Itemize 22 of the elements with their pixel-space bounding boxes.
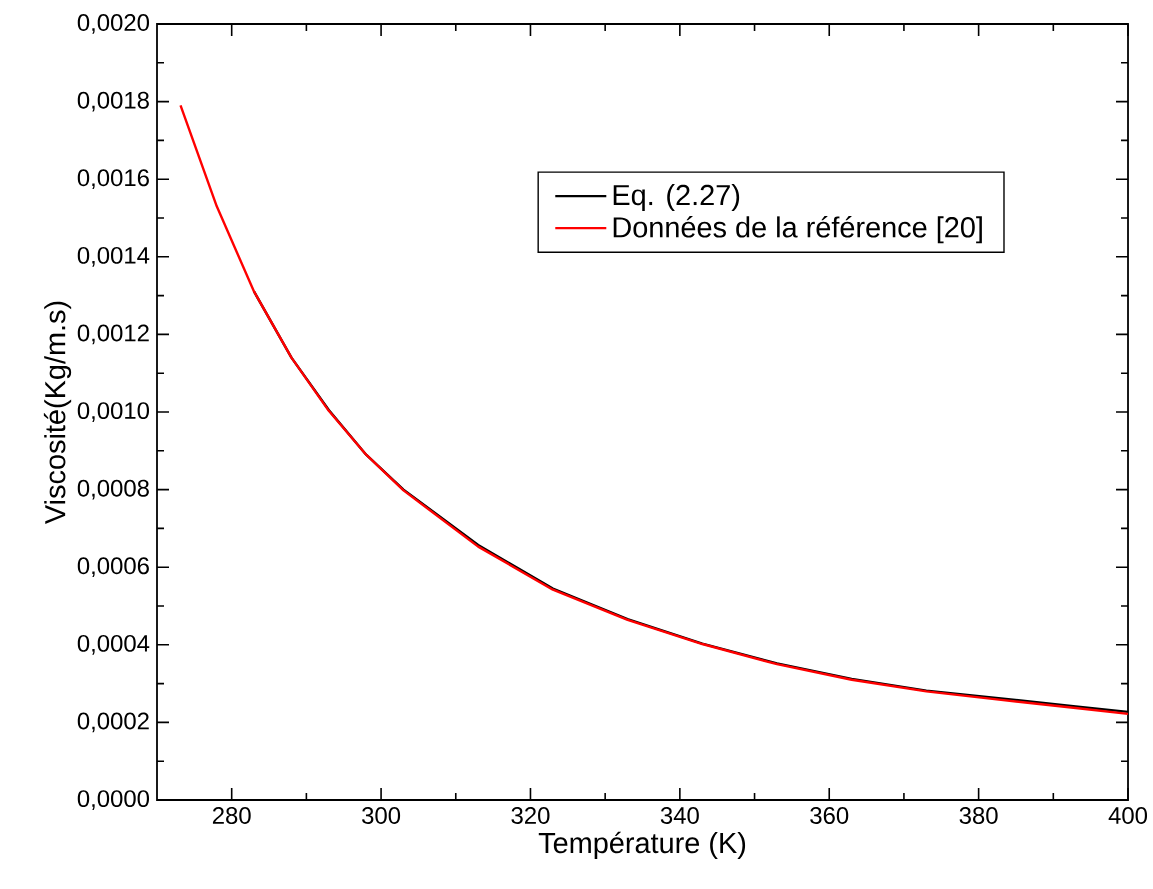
x-tick-label: 380	[959, 807, 998, 824]
y-tick-label: 0,0012	[77, 324, 149, 345]
x-tick-label: 360	[810, 807, 849, 824]
y-tick-label: 0,0016	[77, 169, 149, 190]
x-tick-label: 340	[660, 807, 699, 824]
legend-label: Données de la référence [20]	[613, 216, 982, 244]
y-tick-label: 0,0020	[77, 14, 150, 34]
x-axis-title: Température (K)	[538, 831, 746, 859]
x-tick-label: 400	[1108, 807, 1148, 824]
legend-label: Eq. (2.27)	[613, 184, 740, 212]
y-tick-label: 0,0004	[77, 634, 150, 655]
x-tick-label: 300	[362, 807, 401, 824]
x-tick-label: 320	[511, 807, 550, 824]
y-tick-label: 0,0006	[77, 557, 149, 578]
y-tick-label: 0,0008	[77, 479, 149, 500]
y-tick-label: 0,0000	[77, 790, 150, 810]
y-tick-label: 0,0010	[77, 402, 150, 422]
y-tick-label: 0,0018	[77, 91, 149, 112]
y-tick-label: 0,0002	[77, 712, 149, 733]
x-tick-label: 280	[212, 807, 251, 824]
y-axis-title: Viscosité(Kg/m.s)	[43, 301, 72, 524]
y-tick-label: 0,0014	[77, 246, 150, 267]
